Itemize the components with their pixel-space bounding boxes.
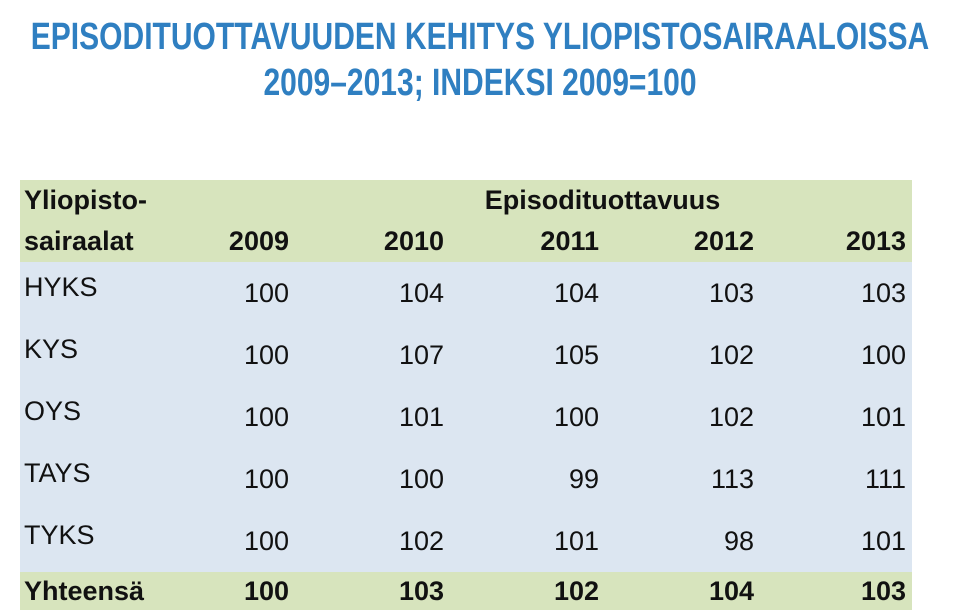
cell-value: 101 <box>760 386 912 448</box>
table-row: TYKS 100 102 101 98 101 <box>20 510 912 572</box>
cell-value: 100 <box>165 448 295 510</box>
cell-value: 101 <box>760 510 912 572</box>
row-label: sairaalat <box>20 221 165 262</box>
row-label: Yliopisto- <box>20 180 165 221</box>
cell-value: 103 <box>605 262 760 324</box>
title-text: EPISODITUOTTAVUUDEN KEHITYS YLIOPISTOSAI… <box>30 16 930 104</box>
row-name: TYKS <box>20 510 165 572</box>
year-header: 2010 <box>295 221 450 262</box>
cell-value: 100 <box>760 324 912 386</box>
cell-value: 111 <box>760 448 912 510</box>
cell-value: 101 <box>450 510 605 572</box>
cell-value: 104 <box>295 262 450 324</box>
table-row: KYS 100 107 105 102 100 <box>20 324 912 386</box>
year-header: 2013 <box>760 221 912 262</box>
cell-value: 103 <box>760 262 912 324</box>
cell-value: 102 <box>605 386 760 448</box>
year-header: 2011 <box>450 221 605 262</box>
page: EPISODITUOTTAVUUDEN KEHITYS YLIOPISTOSAI… <box>0 14 960 610</box>
cell-value: 100 <box>295 448 450 510</box>
title: EPISODITUOTTAVUUDEN KEHITYS YLIOPISTOSAI… <box>0 14 960 106</box>
table-row: TAYS 100 100 99 113 111 <box>20 448 912 510</box>
row-name: KYS <box>20 324 165 386</box>
group-label: Episodituottavuus <box>295 180 912 221</box>
cell-value: 100 <box>450 386 605 448</box>
cell-value: 107 <box>295 324 450 386</box>
cell-value: 99 <box>450 448 605 510</box>
cell-value: 100 <box>165 262 295 324</box>
cell-value: 100 <box>165 324 295 386</box>
row-name: TAYS <box>20 448 165 510</box>
cell-value: 102 <box>605 324 760 386</box>
table-row: OYS 100 101 100 102 101 <box>20 386 912 448</box>
data-table: Yliopisto- Episodituottavuus sairaalat 2… <box>20 180 912 610</box>
cell-value: 102 <box>295 510 450 572</box>
empty <box>165 180 295 221</box>
table-body: Yliopisto- Episodituottavuus sairaalat 2… <box>20 180 912 610</box>
table-row: HYKS 100 104 104 103 103 <box>20 262 912 324</box>
row-name: OYS <box>20 386 165 448</box>
cell-value: 113 <box>605 448 760 510</box>
row-name: HYKS <box>20 262 165 324</box>
cell-value: 105 <box>450 324 605 386</box>
cell-value: 104 <box>450 262 605 324</box>
year-header: 2012 <box>605 221 760 262</box>
cell-value: 100 <box>165 386 295 448</box>
cell-value: 101 <box>295 386 450 448</box>
header-row: Yliopisto- Episodituottavuus <box>20 180 912 221</box>
year-header: 2009 <box>165 221 295 262</box>
cell-value: 98 <box>605 510 760 572</box>
cell-value: 100 <box>165 510 295 572</box>
header-row: sairaalat 2009 2010 2011 2012 2013 <box>20 221 912 262</box>
